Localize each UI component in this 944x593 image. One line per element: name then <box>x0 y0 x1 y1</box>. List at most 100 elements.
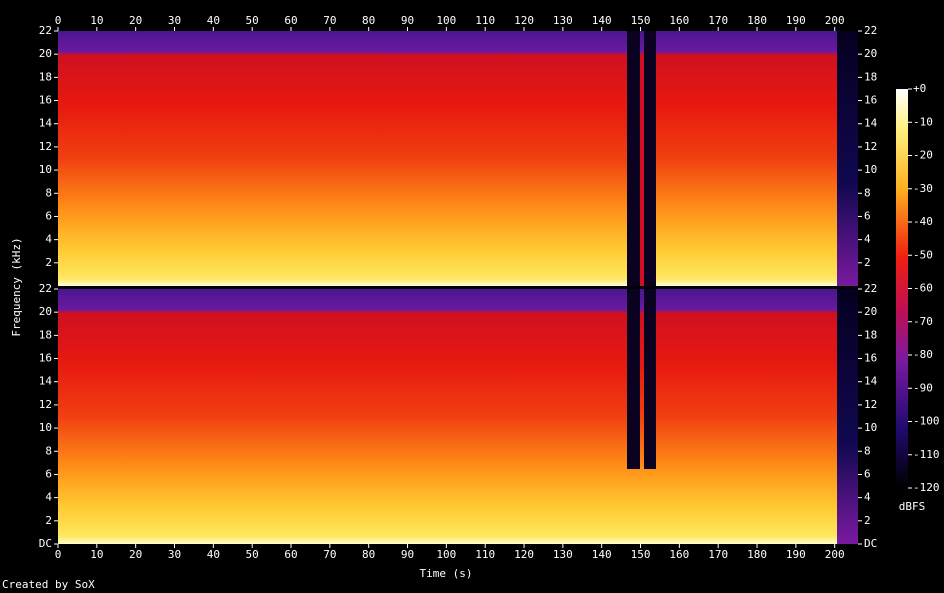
colorbar-tick-label: -110 <box>913 448 940 461</box>
x-tick-label-top: 150 <box>631 14 651 27</box>
y-tick-label-left: 8 <box>45 186 52 199</box>
y-tick-label-left: 4 <box>45 233 52 246</box>
y-tick-label-right: 10 <box>864 163 877 176</box>
x-tick-label-bottom: 50 <box>246 548 259 561</box>
y-tick-label-left: 22 <box>39 24 52 37</box>
x-axis-label: Time (s) <box>420 567 473 580</box>
x-tick-label-top: 180 <box>747 14 767 27</box>
y-tick-label-left: 4 <box>45 491 52 504</box>
y-tick-label-left: 10 <box>39 421 52 434</box>
y-tick-label-left: 14 <box>39 375 53 388</box>
x-tick-label-top: 70 <box>323 14 336 27</box>
x-tick-label-bottom: 130 <box>553 548 573 561</box>
colorbar <box>896 89 908 488</box>
x-tick-label-top: 40 <box>207 14 220 27</box>
x-tick-label-bottom: 20 <box>129 548 142 561</box>
y-tick-label-left: 22 <box>39 282 52 295</box>
y-tick-label-right: 12 <box>864 398 877 411</box>
y-tick-label-right: 4 <box>864 233 871 246</box>
y-tick-label-right: 22 <box>864 282 877 295</box>
colorbar-tick-label: -30 <box>913 182 933 195</box>
colorbar-tick-label: -10 <box>913 115 933 128</box>
x-tick-label-top: 90 <box>401 14 414 27</box>
colorbar-label: dBFS <box>899 500 926 513</box>
y-tick-label-right: 20 <box>864 305 877 318</box>
y-tick-label-right: 8 <box>864 186 871 199</box>
y-tick-label-right: 6 <box>864 467 871 480</box>
colorbar-tick-label: -70 <box>913 315 933 328</box>
y-tick-label-left: 2 <box>45 256 52 269</box>
x-tick-label-bottom: 60 <box>284 548 297 561</box>
x-tick-label-bottom: 180 <box>747 548 767 561</box>
y-tick-label-left: 6 <box>45 209 52 222</box>
x-tick-label-top: 190 <box>786 14 806 27</box>
x-tick-label-bottom: 120 <box>514 548 534 561</box>
y-tick-label-right: 2 <box>864 256 871 269</box>
spectrogram-top <box>58 31 858 286</box>
y-tick-label-right: 2 <box>864 514 871 527</box>
x-tick-label-bottom: 10 <box>90 548 103 561</box>
y-tick-label-left: 14 <box>39 117 53 130</box>
x-tick-label-top: 0 <box>55 14 62 27</box>
x-tick-label-top: 50 <box>246 14 259 27</box>
x-tick-label-top: 170 <box>708 14 728 27</box>
x-tick-label-bottom: 40 <box>207 548 220 561</box>
y-tick-label-right: 4 <box>864 491 871 504</box>
colorbar-tick-label: +0 <box>913 82 926 95</box>
y-tick-label-right: 12 <box>864 140 877 153</box>
y-tick-label-right: 22 <box>864 24 877 37</box>
y-tick-label-right: 14 <box>864 375 878 388</box>
x-tick-label-bottom: 200 <box>825 548 845 561</box>
spectrogram-bottom <box>58 289 858 544</box>
y-tick-label-right: 18 <box>864 70 877 83</box>
x-tick-label-bottom: 100 <box>436 548 456 561</box>
x-tick-label-top: 80 <box>362 14 375 27</box>
y-tick-label-left: 18 <box>39 328 52 341</box>
x-tick-label-top: 100 <box>436 14 456 27</box>
y-tick-label-left: 10 <box>39 163 52 176</box>
colorbar-tick-label: -40 <box>913 215 933 228</box>
x-tick-label-bottom: 80 <box>362 548 375 561</box>
y-tick-label-left: DC <box>39 537 52 550</box>
x-tick-label-top: 20 <box>129 14 142 27</box>
x-tick-label-top: 10 <box>90 14 103 27</box>
y-tick-label-right: 14 <box>864 117 878 130</box>
x-tick-label-bottom: 30 <box>168 548 181 561</box>
x-tick-label-bottom: 0 <box>55 548 62 561</box>
x-tick-label-bottom: 110 <box>475 548 495 561</box>
y-tick-label-right: 16 <box>864 352 877 365</box>
colorbar-tick-label: -90 <box>913 381 933 394</box>
y-tick-label-left: 18 <box>39 70 52 83</box>
x-tick-label-top: 160 <box>669 14 689 27</box>
y-axis-label: Frequency (kHz) <box>10 237 23 336</box>
x-tick-label-bottom: 70 <box>323 548 336 561</box>
y-tick-label-left: 6 <box>45 467 52 480</box>
x-tick-label-bottom: 140 <box>592 548 612 561</box>
y-tick-label-left: 20 <box>39 47 52 60</box>
x-tick-label-bottom: 150 <box>631 548 651 561</box>
y-tick-label-right: DC <box>864 537 877 550</box>
y-tick-label-left: 20 <box>39 305 52 318</box>
x-tick-label-top: 200 <box>825 14 845 27</box>
x-tick-label-bottom: 160 <box>669 548 689 561</box>
x-tick-label-top: 30 <box>168 14 181 27</box>
y-tick-label-left: 12 <box>39 398 52 411</box>
x-tick-label-top: 140 <box>592 14 612 27</box>
x-tick-label-top: 120 <box>514 14 534 27</box>
footer: Created by SoX <box>2 578 95 591</box>
colorbar-tick-label: -50 <box>913 248 933 261</box>
x-tick-label-bottom: 190 <box>786 548 806 561</box>
colorbar-tick-label: -80 <box>913 348 933 361</box>
y-tick-label-left: 16 <box>39 94 52 107</box>
y-tick-label-left: 12 <box>39 140 52 153</box>
colorbar-tick-label: -100 <box>913 415 940 428</box>
y-tick-label-right: 16 <box>864 94 877 107</box>
x-tick-label-top: 130 <box>553 14 573 27</box>
y-tick-label-right: 6 <box>864 209 871 222</box>
colorbar-tick-label: -120 <box>913 481 940 494</box>
x-tick-label-top: 60 <box>284 14 297 27</box>
y-tick-label-left: 8 <box>45 444 52 457</box>
y-tick-label-right: 8 <box>864 444 871 457</box>
